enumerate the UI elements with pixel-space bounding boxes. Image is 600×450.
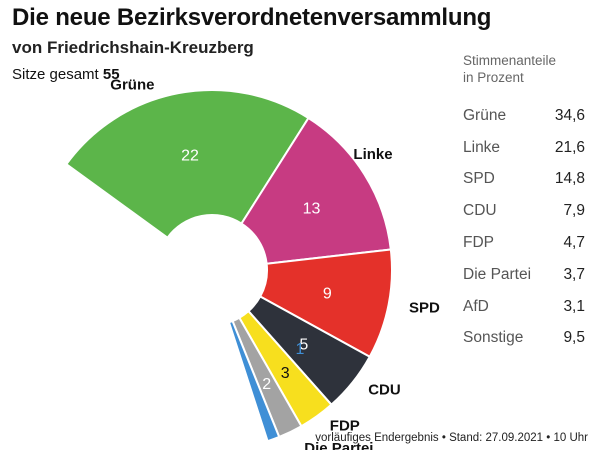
seat-count-label: 9 — [323, 286, 332, 303]
party-label: Linke — [353, 146, 392, 163]
seat-segment-linke — [240, 116, 392, 265]
vote-share-heading-line1: Stimmenanteile — [463, 53, 557, 68]
party-name: Linke — [463, 138, 501, 156]
party-name: FDP — [463, 234, 494, 252]
party-label: Die Partei — [304, 440, 373, 450]
party-share: 3,1 — [563, 297, 585, 315]
party-label: FDP — [330, 417, 360, 434]
vote-share-row: CDU 7,9 — [463, 195, 585, 227]
vote-share-row: AfD 3,1 — [463, 291, 585, 323]
party-share: 34,6 — [554, 106, 585, 124]
party-name: SPD — [463, 170, 495, 188]
seats-total-value: 55 — [102, 66, 120, 83]
party-name: AfD — [463, 297, 489, 315]
seats-total-label: Sitze gesamt — [12, 66, 99, 83]
vote-share-rows: Grüne 34,6 Linke 21,6 SPD 14,8 CDU 7,9 FDP 4,… — [463, 100, 585, 354]
vote-share-heading-line2: in Prozent — [463, 70, 524, 85]
party-share: 21,6 — [554, 138, 585, 156]
footer-note: vorläufiges Endergebnis • Stand: 27.09.2… — [315, 432, 588, 444]
seat-count-label: 3 — [281, 365, 290, 382]
vote-share-row: Sonstige 9,5 — [463, 323, 585, 355]
vote-share-heading: Stimmenanteile in Prozent — [463, 52, 585, 86]
party-name: Sonstige — [463, 329, 524, 347]
party-label: CDU — [368, 382, 401, 399]
vote-share-row: Grüne 34,6 — [463, 100, 585, 132]
seat-count-label: 13 — [303, 201, 321, 218]
party-name: Die Partei — [463, 265, 532, 283]
party-name: CDU — [463, 202, 497, 220]
seat-segment-gruene — [64, 89, 310, 240]
chart-subtitle: von Friedrichshain-Kreuzberg — [12, 38, 254, 57]
party-share: 3,7 — [563, 265, 585, 283]
chart-title: Die neue Bezirksverordnetenversammlung — [12, 4, 492, 31]
party-share: 9,5 — [563, 329, 585, 347]
seat-count-label: 5 — [299, 336, 308, 353]
party-name: Grüne — [463, 106, 507, 124]
vote-share-row: Linke 21,6 — [463, 132, 585, 164]
seat-count-label: 1 — [296, 341, 305, 358]
party-share: 4,7 — [563, 234, 585, 252]
vote-share-row: FDP 4,7 — [463, 227, 585, 259]
party-share: 14,8 — [554, 170, 585, 188]
vote-share-row: Die Partei 3,7 — [463, 259, 585, 291]
seats-total-line: Sitze gesamt 55 — [12, 66, 120, 83]
seat-segment-afd — [227, 319, 281, 443]
party-label: SPD — [409, 300, 440, 317]
party-share: 7,9 — [563, 202, 585, 220]
party-label: Grüne — [110, 76, 154, 93]
seat-count-label: 2 — [262, 376, 271, 393]
vote-share-table: Stimmenanteile in Prozent Grüne 34,6 Link… — [463, 52, 585, 354]
vote-share-row: SPD 14,8 — [463, 164, 585, 196]
seat-count-label: 22 — [181, 148, 199, 165]
